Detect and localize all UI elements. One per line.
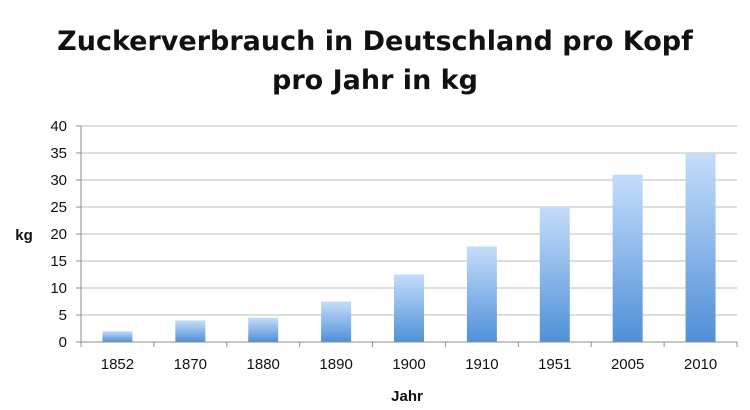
- chart-title-line-2: pro Jahr in kg: [272, 65, 478, 96]
- bar-2005: [612, 174, 643, 342]
- y-tick-label: 35: [50, 145, 67, 162]
- gridlines: [81, 125, 737, 316]
- x-tick-label-1951: 1951: [538, 356, 571, 373]
- y-tick-label: 20: [50, 226, 67, 243]
- bar-1890: [321, 301, 352, 342]
- x-tick-label-1880: 1880: [247, 356, 280, 373]
- y-tick-label: 0: [59, 334, 67, 351]
- y-tick-label: 15: [50, 253, 67, 270]
- bar-1880: [248, 317, 279, 342]
- y-tick-label: 25: [50, 199, 67, 216]
- y-tick-label: 10: [50, 280, 67, 297]
- x-tick-label-1890: 1890: [319, 356, 352, 373]
- x-tick-label-1910: 1910: [465, 356, 498, 373]
- x-tick-label-1900: 1900: [392, 356, 425, 373]
- y-tick-label: 40: [50, 118, 67, 135]
- x-tick-label-1852: 1852: [101, 356, 134, 373]
- y-tick-label: 5: [59, 307, 67, 324]
- bar-1870: [175, 320, 206, 342]
- y-axis-title: kg: [15, 227, 33, 244]
- axes: [80, 126, 737, 343]
- bar-2010: [685, 153, 716, 342]
- chart-title-line-1: Zuckerverbrauch in Deutschland pro Kopf: [57, 26, 693, 57]
- bar-1900: [394, 274, 424, 342]
- bar-1951: [539, 207, 570, 342]
- bar-1852: [102, 331, 133, 342]
- x-tick-label-1870: 1870: [174, 356, 207, 373]
- bars: [102, 153, 716, 342]
- y-tick-labels: 0 5 10 15 20 25 30 35 40: [50, 118, 81, 351]
- x-tick-label-2005: 2005: [611, 356, 644, 373]
- x-tick-label-2010: 2010: [684, 356, 717, 373]
- x-axis-title: Jahr: [391, 388, 423, 405]
- bar-1910: [466, 246, 497, 342]
- y-tick-label: 30: [50, 172, 67, 189]
- x-tick-labels: 1852 1870 1880 1890 1900 1910 1951 2005 2010: [80, 342, 738, 373]
